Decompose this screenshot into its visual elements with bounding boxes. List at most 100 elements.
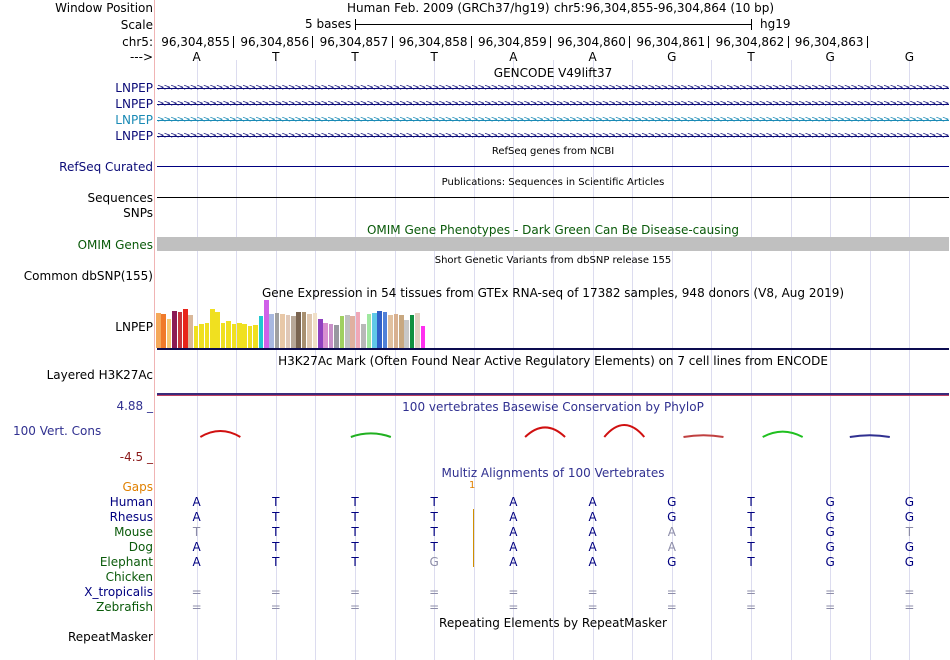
species-label[interactable]: Elephant (99, 555, 153, 569)
omim-title[interactable]: OMIM Gene Phenotypes - Dark Green Can Be… (366, 223, 740, 237)
gtex-tissue-bar[interactable] (215, 312, 220, 348)
gtex-title[interactable]: Gene Expression in 54 tissues from GTEx … (261, 286, 845, 300)
gencode-gene-line[interactable] (157, 120, 949, 121)
gtex-tissue-bar[interactable] (291, 316, 296, 348)
dbsnp-label[interactable]: Common dbSNP(155) (23, 269, 153, 283)
gtex-tissue-bar[interactable] (296, 312, 301, 348)
gtex-tissue-bar[interactable] (237, 323, 242, 348)
cons-label[interactable]: 100 Vert. Cons (13, 424, 102, 438)
cons-title[interactable]: 100 vertebrates Basewise Conservation by… (402, 400, 704, 414)
gtex-tissue-bar[interactable] (247, 326, 253, 348)
refseq-label[interactable]: RefSeq Curated (59, 160, 153, 174)
gtex-tissue-bar[interactable] (420, 326, 426, 348)
gencode-gene-label[interactable]: LNPEP (115, 81, 153, 95)
gtex-tissue-bar[interactable] (366, 314, 372, 348)
gtex-tissue-bar[interactable] (345, 315, 350, 348)
publications-label[interactable]: Sequences (87, 191, 153, 205)
coordinate-tick (550, 36, 551, 48)
gtex-tissue-bar[interactable] (220, 323, 226, 348)
h3k27ac-title[interactable]: H3K27Ac Mark (Often Found Near Active Re… (278, 354, 828, 368)
gtex-tissue-bar[interactable] (404, 320, 409, 348)
species-label[interactable]: Zebrafish (96, 600, 153, 614)
omim-feature[interactable] (157, 237, 949, 251)
gtex-tissue-bar[interactable] (183, 309, 188, 348)
gtex-tissue-bar[interactable] (323, 323, 328, 348)
gtex-tissue-bar[interactable] (253, 325, 258, 348)
gtex-tissue-bar[interactable] (409, 315, 415, 348)
gtex-tissue-bar[interactable] (301, 312, 307, 348)
species-label[interactable]: X_tropicalis (84, 585, 153, 599)
aligned-base: A (509, 510, 518, 524)
gtex-tissue-bar[interactable] (399, 315, 404, 348)
h3k27ac-signal-2[interactable] (157, 395, 949, 396)
gencode-gene-label[interactable]: LNPEP (115, 97, 153, 111)
gencode-gene-line[interactable] (157, 136, 949, 137)
gtex-tissue-bar[interactable] (334, 325, 339, 348)
gencode-gene-line[interactable] (157, 88, 949, 89)
gencode-gene-label[interactable]: LNPEP (115, 129, 153, 143)
snps-label[interactable]: SNPs (123, 206, 153, 220)
gtex-tissue-bar[interactable] (307, 314, 312, 348)
gtex-tissue-bar[interactable] (193, 326, 199, 348)
gtex-tissue-bar[interactable] (258, 316, 264, 348)
multiz-title[interactable]: Multiz Alignments of 100 Vertebrates (441, 466, 665, 480)
window-position-label[interactable]: Window Position (55, 1, 153, 15)
gaps-label[interactable]: Gaps (122, 480, 153, 494)
strand-arrow-label[interactable]: ---> (129, 50, 153, 64)
gtex-tissue-bar[interactable] (166, 319, 172, 348)
gtex-tissue-bar[interactable] (350, 316, 355, 348)
gtex-tissue-bar[interactable] (269, 314, 274, 348)
gtex-tissue-bar[interactable] (172, 311, 177, 348)
gtex-tissue-bar[interactable] (361, 324, 366, 348)
aligned-base: = (349, 600, 361, 614)
gtex-tissue-bar[interactable] (280, 314, 285, 348)
refseq-line[interactable] (157, 166, 949, 167)
gtex-tissue-bar[interactable] (377, 311, 382, 348)
gtex-label[interactable]: LNPEP (115, 320, 153, 334)
publications-line[interactable] (157, 197, 949, 198)
publications-title[interactable]: Publications: Sequences in Scientific Ar… (441, 177, 665, 188)
gtex-tissue-bar[interactable] (388, 315, 393, 348)
gtex-tissue-bar[interactable] (312, 313, 318, 348)
species-label[interactable]: Rhesus (109, 510, 153, 524)
species-label[interactable]: Mouse (114, 525, 153, 539)
gencode-gene-label[interactable]: LNPEP (115, 113, 153, 127)
gtex-tissue-bar[interactable] (382, 312, 388, 348)
repeatmasker-title[interactable]: Repeating Elements by RepeatMasker (439, 616, 667, 630)
gtex-tissue-bar[interactable] (318, 319, 323, 348)
grid-line (830, 60, 832, 660)
gtex-tissue-bar[interactable] (210, 309, 215, 348)
gtex-tissue-bar[interactable] (328, 324, 334, 348)
gtex-tissue-bar[interactable] (393, 314, 399, 348)
gtex-tissue-bar[interactable] (339, 316, 345, 348)
gtex-tissue-bar[interactable] (188, 315, 193, 348)
h3k27ac-label[interactable]: Layered H3K27Ac (46, 368, 153, 382)
gtex-tissue-bar[interactable] (285, 315, 291, 348)
gtex-tissue-bar[interactable] (226, 321, 231, 348)
gtex-tissue-bar[interactable] (274, 313, 280, 348)
gtex-tissue-bar[interactable] (415, 313, 420, 348)
gtex-tissue-bar[interactable] (355, 312, 361, 348)
species-label[interactable]: Chicken (105, 570, 153, 584)
gtex-tissue-bar[interactable] (156, 313, 161, 348)
dbsnp-title[interactable]: Short Genetic Variants from dbSNP releas… (434, 255, 672, 266)
scale-label[interactable]: Scale (120, 18, 153, 32)
species-label[interactable]: Dog (128, 540, 153, 554)
gtex-tissue-bar[interactable] (372, 313, 377, 348)
gtex-tissue-bar[interactable] (231, 324, 237, 348)
species-label[interactable]: Human (109, 495, 153, 509)
conservation-plot[interactable] (157, 420, 949, 440)
refseq-title[interactable]: RefSeq genes from NCBI (491, 146, 615, 157)
gtex-tissue-bar[interactable] (264, 300, 269, 348)
repeatmasker-label[interactable]: RepeatMasker (67, 630, 153, 644)
gencode-gene-line[interactable] (157, 104, 949, 105)
gtex-tissue-bar[interactable] (242, 324, 247, 348)
chr-label[interactable]: chr5: (122, 35, 153, 49)
gencode-title[interactable]: GENCODE V49lift37 (493, 66, 613, 80)
h3k27ac-signal[interactable] (157, 393, 949, 395)
gtex-tissue-bar[interactable] (177, 312, 183, 348)
omim-label[interactable]: OMIM Genes (77, 238, 153, 252)
gtex-tissue-bar[interactable] (204, 323, 210, 348)
gtex-tissue-bar[interactable] (199, 324, 204, 348)
gtex-tissue-bar[interactable] (161, 314, 166, 348)
